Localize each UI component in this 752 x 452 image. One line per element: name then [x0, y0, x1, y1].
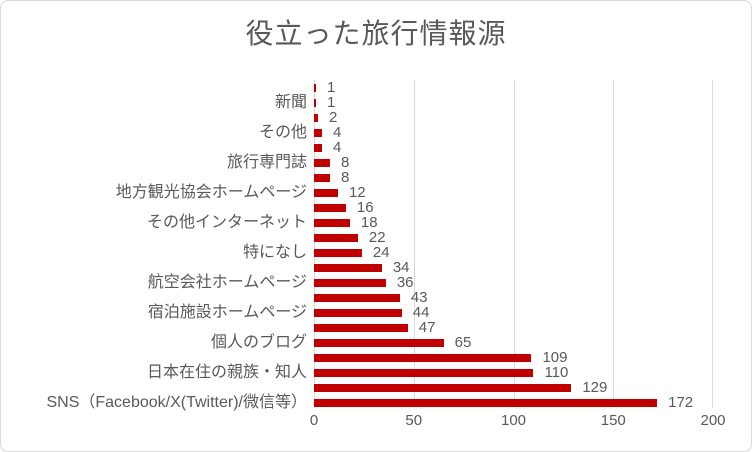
value-label: 24: [372, 244, 390, 261]
bar-row: 特になし 24: [243, 244, 713, 261]
bar-row: 47: [314, 320, 713, 335]
x-axis: 0 50 100 150 200: [310, 412, 726, 431]
bar-row: 43: [314, 290, 713, 305]
value-label: 65: [454, 334, 472, 351]
bar: [314, 323, 408, 332]
bar-row: 旅行専門誌 8: [227, 154, 713, 171]
bar: [314, 338, 444, 347]
category-label: 特になし: [242, 243, 307, 261]
bar-row: SNS（Facebook/X(Twitter)/微信等） 172: [46, 394, 713, 411]
value-label: 129: [582, 379, 608, 396]
bar: [314, 353, 532, 362]
bar-row: 2: [314, 110, 713, 125]
bar: [314, 233, 358, 242]
bar-row: 16: [314, 200, 713, 215]
bar-row: 宿泊施設ホームページ 44: [148, 304, 713, 321]
category-label: 新聞: [274, 93, 307, 111]
bar: [314, 188, 338, 197]
bar: [314, 203, 346, 212]
category-label: 航空会社ホームページ: [147, 273, 307, 291]
bar: [314, 83, 316, 92]
bar-row: 22: [314, 230, 713, 245]
bar-row: 109: [314, 350, 713, 365]
value-label: 109: [542, 349, 568, 366]
bar-row: 4: [314, 140, 713, 155]
bar-row: 8: [314, 170, 713, 185]
bar: [314, 383, 572, 392]
value-label: 12: [348, 184, 366, 201]
x-tick-label: 50: [405, 412, 423, 429]
value-label: 47: [418, 319, 436, 336]
chart-title: 役立った旅行情報源: [245, 18, 507, 49]
bar: [314, 143, 322, 152]
gridline: [413, 80, 415, 408]
value-label: 2: [328, 109, 338, 126]
bar: [314, 98, 316, 107]
category-label: その他: [258, 123, 307, 141]
value-label: 8: [340, 154, 350, 171]
category-label: 宿泊施設ホームページ: [147, 303, 307, 321]
plot-area: 1 新聞 1 2 その他 4 4 旅行専門誌 8 8 地方観光協会ホームページ 12 16 その他インター…: [46, 80, 713, 410]
bar-row: 航空会社ホームページ 36: [148, 274, 713, 291]
bar: [314, 263, 382, 272]
bar-row: 地方観光協会ホームページ 12: [116, 184, 713, 201]
value-label: 8: [340, 169, 350, 186]
bar-row: その他 4: [259, 124, 713, 141]
x-tick-label: 0: [309, 412, 319, 429]
x-tick-label: 200: [700, 412, 726, 429]
bar: [314, 308, 402, 317]
bar: [314, 158, 330, 167]
category-label: 地方観光協会ホームページ: [115, 183, 307, 201]
bar-row: 個人のブログ 65: [211, 334, 713, 351]
bar: [314, 293, 400, 302]
value-label: 172: [668, 394, 694, 411]
value-label: 110: [544, 364, 569, 381]
gridline: [712, 80, 713, 408]
value-label: 44: [412, 304, 430, 321]
bar-row: 新聞 1: [275, 94, 713, 111]
bar: [314, 128, 322, 137]
bar: [314, 368, 534, 377]
value-label: 1: [326, 94, 336, 111]
value-label: 43: [410, 289, 428, 306]
value-label: 4: [332, 124, 342, 141]
bar: [314, 398, 658, 407]
bar-row: 34: [314, 260, 713, 275]
bar: [314, 218, 350, 227]
category-label: 個人のブログ: [210, 333, 307, 351]
category-axis-line: [314, 80, 315, 408]
bar-row: 129: [314, 380, 713, 395]
bar-row: 日本在住の親族・知人 110: [147, 364, 713, 381]
x-tick-label: 100: [500, 412, 527, 429]
bar: [314, 113, 318, 122]
bar: [314, 173, 330, 182]
bar-rows: 1 新聞 1 2 その他 4 4 旅行専門誌 8 8 地方観光協会ホームページ 12 16 その他インター…: [46, 80, 713, 410]
value-label: 36: [396, 274, 414, 291]
value-label: 1: [326, 79, 336, 96]
value-label: 4: [332, 139, 342, 156]
bar-row: 1: [314, 80, 713, 95]
x-tick-label: 150: [600, 412, 626, 429]
bar-row: その他インターネット 18: [147, 214, 713, 231]
value-label: 16: [356, 199, 374, 216]
value-label: 18: [360, 214, 378, 231]
category-label: 旅行専門誌: [226, 153, 307, 171]
value-label: 22: [368, 229, 386, 246]
gridline: [513, 80, 515, 408]
category-label: その他インターネット: [146, 213, 307, 231]
gridline: [613, 80, 615, 408]
value-label: 34: [392, 259, 410, 276]
bar: [314, 248, 362, 257]
category-label: SNS（Facebook/X(Twitter)/微信等）: [46, 393, 307, 411]
bar: [314, 278, 386, 287]
category-label: 日本在住の親族・知人: [146, 363, 307, 381]
